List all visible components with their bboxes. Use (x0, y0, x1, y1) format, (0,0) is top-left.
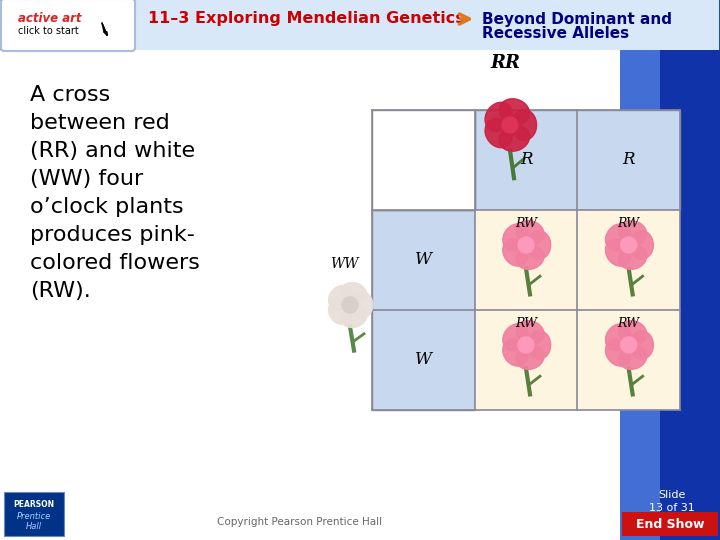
Text: Copyright Pearson Prentice Hall: Copyright Pearson Prentice Hall (217, 517, 382, 527)
Polygon shape (606, 324, 631, 351)
FancyBboxPatch shape (1, 0, 135, 51)
Text: R: R (520, 152, 532, 168)
Polygon shape (351, 292, 373, 318)
Polygon shape (328, 300, 352, 325)
Polygon shape (502, 117, 518, 133)
Text: 13 of 31: 13 of 31 (649, 503, 695, 513)
Polygon shape (518, 337, 534, 353)
Polygon shape (0, 0, 20, 50)
Polygon shape (621, 237, 636, 253)
Polygon shape (618, 346, 647, 369)
Polygon shape (503, 239, 528, 266)
Polygon shape (606, 239, 631, 266)
FancyBboxPatch shape (577, 310, 680, 410)
Text: PEARSON: PEARSON (14, 500, 55, 509)
Polygon shape (527, 330, 551, 359)
Text: W: W (415, 352, 432, 368)
FancyBboxPatch shape (4, 492, 64, 536)
Text: RW: RW (618, 217, 639, 230)
Text: RW: RW (515, 217, 537, 230)
Polygon shape (503, 339, 528, 366)
Text: R: R (622, 152, 635, 168)
Polygon shape (516, 346, 544, 369)
Polygon shape (527, 231, 551, 259)
Text: active art: active art (18, 12, 81, 25)
Text: RR: RR (490, 54, 520, 72)
FancyBboxPatch shape (577, 210, 680, 310)
Polygon shape (630, 330, 653, 359)
Polygon shape (606, 224, 631, 251)
Text: 11–3 Exploring Mendelian Genetics: 11–3 Exploring Mendelian Genetics (148, 11, 464, 26)
Text: W: W (415, 252, 432, 268)
Text: Slide: Slide (658, 490, 685, 500)
Polygon shape (485, 119, 513, 148)
Polygon shape (516, 321, 544, 345)
Polygon shape (499, 99, 529, 125)
FancyBboxPatch shape (660, 50, 720, 540)
FancyBboxPatch shape (620, 50, 720, 540)
Polygon shape (518, 237, 534, 253)
Polygon shape (618, 221, 647, 245)
Text: click to start: click to start (18, 26, 78, 36)
Polygon shape (606, 339, 631, 366)
Polygon shape (341, 305, 366, 327)
Polygon shape (618, 245, 647, 269)
Text: RW: RW (515, 317, 537, 330)
Polygon shape (516, 245, 544, 269)
Polygon shape (503, 324, 528, 351)
Polygon shape (341, 282, 366, 305)
FancyBboxPatch shape (0, 0, 720, 50)
Text: Prentice: Prentice (17, 512, 51, 521)
Text: RW: RW (618, 317, 639, 330)
Text: WW: WW (330, 257, 359, 271)
FancyBboxPatch shape (372, 210, 474, 410)
Polygon shape (342, 297, 358, 313)
Text: Hall: Hall (26, 522, 42, 531)
FancyBboxPatch shape (474, 310, 577, 410)
Text: End Show: End Show (636, 517, 704, 530)
Polygon shape (102, 23, 107, 35)
Polygon shape (516, 221, 544, 245)
Polygon shape (511, 110, 536, 140)
Polygon shape (621, 337, 636, 353)
Polygon shape (499, 125, 529, 151)
Polygon shape (618, 321, 647, 345)
FancyBboxPatch shape (474, 110, 680, 210)
Text: Recessive Alleles: Recessive Alleles (482, 26, 629, 41)
Text: Beyond Dominant and: Beyond Dominant and (482, 12, 672, 27)
Polygon shape (485, 102, 513, 131)
Polygon shape (630, 231, 653, 259)
FancyBboxPatch shape (622, 512, 718, 536)
FancyBboxPatch shape (474, 210, 577, 310)
Polygon shape (503, 224, 528, 251)
Text: A cross
between red
(RR) and white
(WW) four
o’clock plants
produces pink-
color: A cross between red (RR) and white (WW) … (30, 85, 200, 301)
Polygon shape (328, 286, 352, 310)
FancyBboxPatch shape (372, 110, 474, 210)
